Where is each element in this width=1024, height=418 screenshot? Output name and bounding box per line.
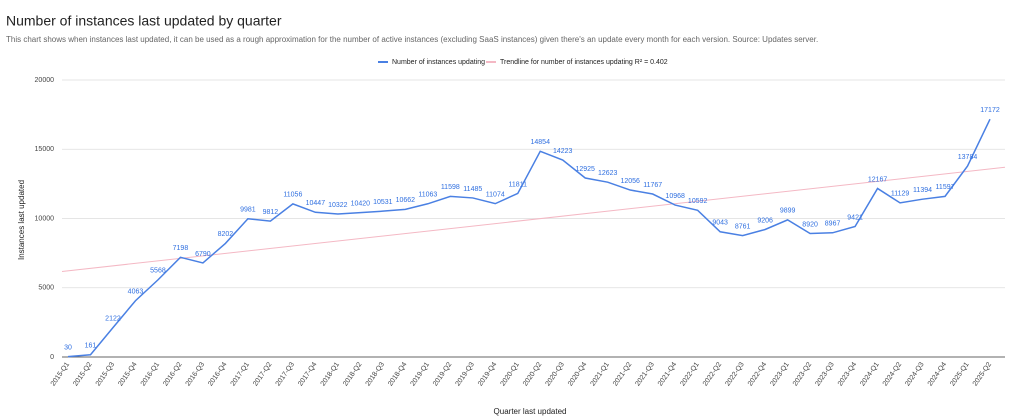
value-label: 8967 (825, 221, 841, 228)
value-label: 12167 (868, 176, 888, 183)
x-tick-label: 2019-Q3 (455, 361, 476, 387)
value-label: 8920 (802, 221, 818, 228)
y-tick-label: 0 (50, 354, 54, 361)
x-tick-label: 2024-Q2 (882, 361, 903, 387)
value-label: 9981 (240, 207, 256, 214)
x-tick-label: 2022-Q1 (679, 361, 700, 387)
value-label: 11485 (463, 186, 482, 193)
value-label: 7198 (173, 245, 189, 252)
x-tick-label: 2023-Q3 (814, 361, 835, 387)
x-tick-label: 2023-Q1 (769, 361, 790, 387)
x-tick-label: 2023-Q4 (837, 361, 858, 387)
x-tick-label: 2019-Q4 (477, 361, 498, 387)
x-tick-label: 2016-Q4 (207, 361, 228, 387)
value-label: 9899 (780, 208, 796, 215)
x-tick-label: 2020-Q2 (522, 361, 543, 387)
value-label: 10662 (396, 197, 416, 204)
x-tick-label: 2022-Q3 (724, 361, 745, 387)
x-tick-label: 2022-Q2 (702, 361, 723, 387)
value-label: 10592 (688, 198, 708, 205)
value-label: 12925 (575, 166, 595, 173)
y-tick-label: 10000 (35, 215, 55, 222)
x-tick-label: 2016-Q1 (140, 361, 161, 387)
x-tick-label: 2021-Q4 (657, 361, 678, 387)
chart-title: Number of instances last updated by quar… (6, 13, 282, 29)
value-label: 10531 (373, 199, 393, 206)
trendline (61, 166, 1006, 272)
x-tick-label: 2024-Q1 (859, 361, 880, 387)
value-label: 11811 (509, 181, 528, 188)
value-label: 13784 (958, 154, 978, 161)
x-tick-label: 2016-Q2 (162, 361, 183, 387)
value-label: 11597 (936, 184, 955, 191)
x-tick-label: 2015-Q4 (117, 361, 138, 387)
x-tick-label: 2020-Q1 (500, 361, 521, 387)
y-tick-label: 5000 (38, 285, 54, 292)
x-tick-label: 2018-Q4 (387, 361, 408, 387)
x-tick-label: 2022-Q4 (747, 361, 768, 387)
legend-label: Trendline for number of instances updati… (500, 59, 668, 66)
chart-subtitle: This chart shows when instances last upd… (6, 35, 818, 44)
x-tick-label: 2018-Q1 (320, 361, 341, 387)
x-tick-label: 2015-Q2 (72, 361, 93, 387)
value-label: 9043 (712, 220, 728, 227)
x-tick-label: 2025-Q2 (972, 361, 993, 387)
x-tick-label: 2025-Q1 (949, 361, 970, 387)
value-label: 2122 (105, 315, 121, 322)
value-label: 10420 (351, 201, 371, 208)
value-label: 12056 (620, 178, 640, 185)
y-tick-label: 15000 (35, 146, 55, 153)
x-tick-label: 2023-Q2 (792, 361, 813, 387)
x-tick-label: 2019-Q1 (410, 361, 431, 387)
x-tick-label: 2021-Q1 (589, 361, 610, 387)
value-label: 10322 (328, 202, 348, 209)
value-label: 8761 (735, 224, 751, 231)
x-axis-label: Quarter last updated (494, 407, 567, 416)
value-label: 4063 (128, 289, 144, 296)
x-tick-label: 2018-Q2 (342, 361, 363, 387)
value-label: 6790 (195, 251, 211, 258)
x-tick-label: 2019-Q2 (432, 361, 453, 387)
x-tick-label: 2024-Q3 (904, 361, 925, 387)
x-tick-label: 2018-Q3 (365, 361, 386, 387)
value-label: 11598 (441, 184, 460, 191)
x-tick-label: 2017-Q3 (275, 361, 296, 387)
x-tick-label: 2021-Q3 (634, 361, 655, 387)
value-label: 11074 (486, 191, 505, 198)
value-label: 9421 (847, 214, 863, 221)
value-label: 8202 (218, 231, 234, 238)
value-label: 9206 (757, 217, 773, 224)
y-tick-label: 20000 (35, 77, 55, 84)
value-label: 5568 (150, 268, 166, 275)
x-tick-label: 2021-Q2 (612, 361, 633, 387)
value-label: 11063 (418, 192, 437, 199)
x-tick-label: 2015-Q1 (50, 361, 71, 387)
value-label: 10447 (306, 200, 326, 207)
x-tick-label: 2020-Q3 (545, 361, 566, 387)
value-label: 17172 (980, 107, 1000, 114)
x-tick-label: 2017-Q2 (252, 361, 273, 387)
x-tick-label: 2017-Q4 (297, 361, 318, 387)
x-tick-label: 2015-Q3 (95, 361, 116, 387)
value-label: 11394 (913, 187, 932, 194)
value-label: 11767 (643, 182, 662, 189)
y-axis-label: Instances last updated (17, 180, 26, 260)
value-label: 9812 (263, 209, 279, 216)
legend-label: Number of instances updating (392, 59, 485, 66)
value-label: 11129 (891, 191, 910, 198)
value-label: 161 (85, 343, 97, 350)
value-label: 14223 (553, 148, 573, 155)
value-label: 11056 (283, 192, 302, 199)
x-tick-label: 2020-Q4 (567, 361, 588, 387)
value-label: 10968 (665, 193, 685, 200)
value-label: 30 (64, 344, 72, 351)
x-tick-label: 2017-Q1 (230, 361, 251, 387)
x-tick-label: 2016-Q3 (185, 361, 206, 387)
data-line (67, 118, 991, 358)
x-tick-label: 2024-Q4 (927, 361, 948, 387)
value-label: 12623 (598, 170, 618, 177)
value-label: 14854 (531, 139, 551, 146)
